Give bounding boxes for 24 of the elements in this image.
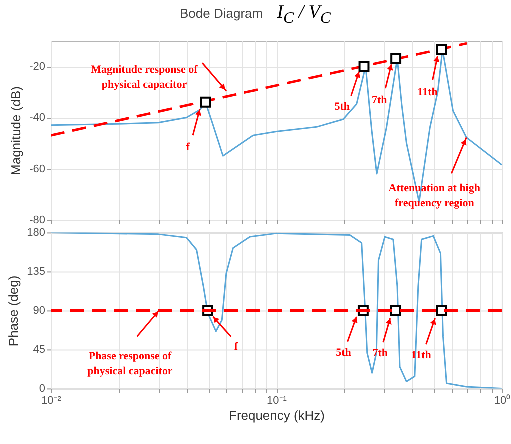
y-tick-label: 45 <box>33 344 46 356</box>
y-tick-label: -40 <box>30 112 46 124</box>
y-axis-title: Magnitude (dB) <box>8 86 24 176</box>
y-axis-title: Phase (deg) <box>6 276 22 347</box>
annotation: f <box>234 340 238 353</box>
annotation: 5th <box>336 346 352 359</box>
chart-title: Bode Diagram <box>180 6 264 21</box>
annotation: 5th <box>334 100 350 113</box>
x-tick-label: 10⁻¹ <box>267 395 288 408</box>
chart-subtitle: I$_{C}$ / V$_{C}$ <box>277 2 331 27</box>
y-tick-label: 90 <box>33 305 46 318</box>
annotation: f <box>186 142 190 154</box>
x-tick-label: 10⁰ <box>494 394 511 408</box>
y-tick-label: -60 <box>30 163 46 176</box>
y-tick-label: 0 <box>39 383 46 396</box>
annotation: Phase response of physical capacitor <box>88 350 173 378</box>
y-tick-label: 180 <box>27 227 46 240</box>
y-tick-label: 135 <box>27 266 46 278</box>
x-tick-label: 10⁻² <box>42 395 62 408</box>
x-axis-title: Frequency (kHz) <box>229 408 325 424</box>
y-tick-label: -80 <box>30 214 46 226</box>
y-tick-label: -20 <box>30 61 46 74</box>
annotation: Magnitude response of physical capacitor <box>91 64 198 92</box>
annotation: 7th <box>372 94 388 107</box>
